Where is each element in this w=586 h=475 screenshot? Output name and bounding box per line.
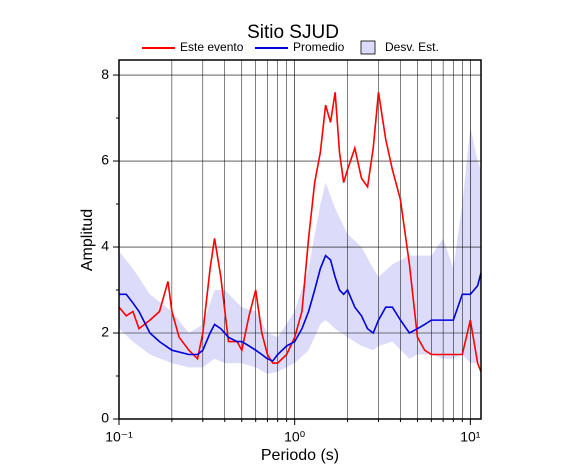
legend-label: Promedio bbox=[293, 40, 345, 54]
plot-frame bbox=[118, 59, 482, 420]
legend-label: Desv. Est. bbox=[385, 40, 439, 54]
x-tick-label: 10¹ bbox=[460, 429, 481, 445]
y-tick-label: 8 bbox=[101, 66, 109, 82]
y-tick-label: 2 bbox=[101, 324, 109, 340]
x-tick-label: 10⁻¹ bbox=[105, 429, 133, 445]
y-tick-label: 6 bbox=[101, 152, 109, 168]
y-tick-label: 4 bbox=[101, 238, 109, 254]
chart-title: Sitio SJUD bbox=[247, 22, 339, 43]
x-tick-label: 10⁰ bbox=[284, 429, 306, 445]
series-line bbox=[118, 92, 482, 373]
y-tick-label: 0 bbox=[101, 410, 109, 426]
series-line bbox=[119, 254, 482, 362]
legend-label: Este evento bbox=[180, 40, 244, 54]
x-axis-label: Periodo (s) bbox=[261, 447, 339, 464]
y-axis-label: Amplitud bbox=[79, 209, 96, 271]
std-band bbox=[119, 126, 481, 374]
legend-swatch bbox=[360, 40, 376, 55]
